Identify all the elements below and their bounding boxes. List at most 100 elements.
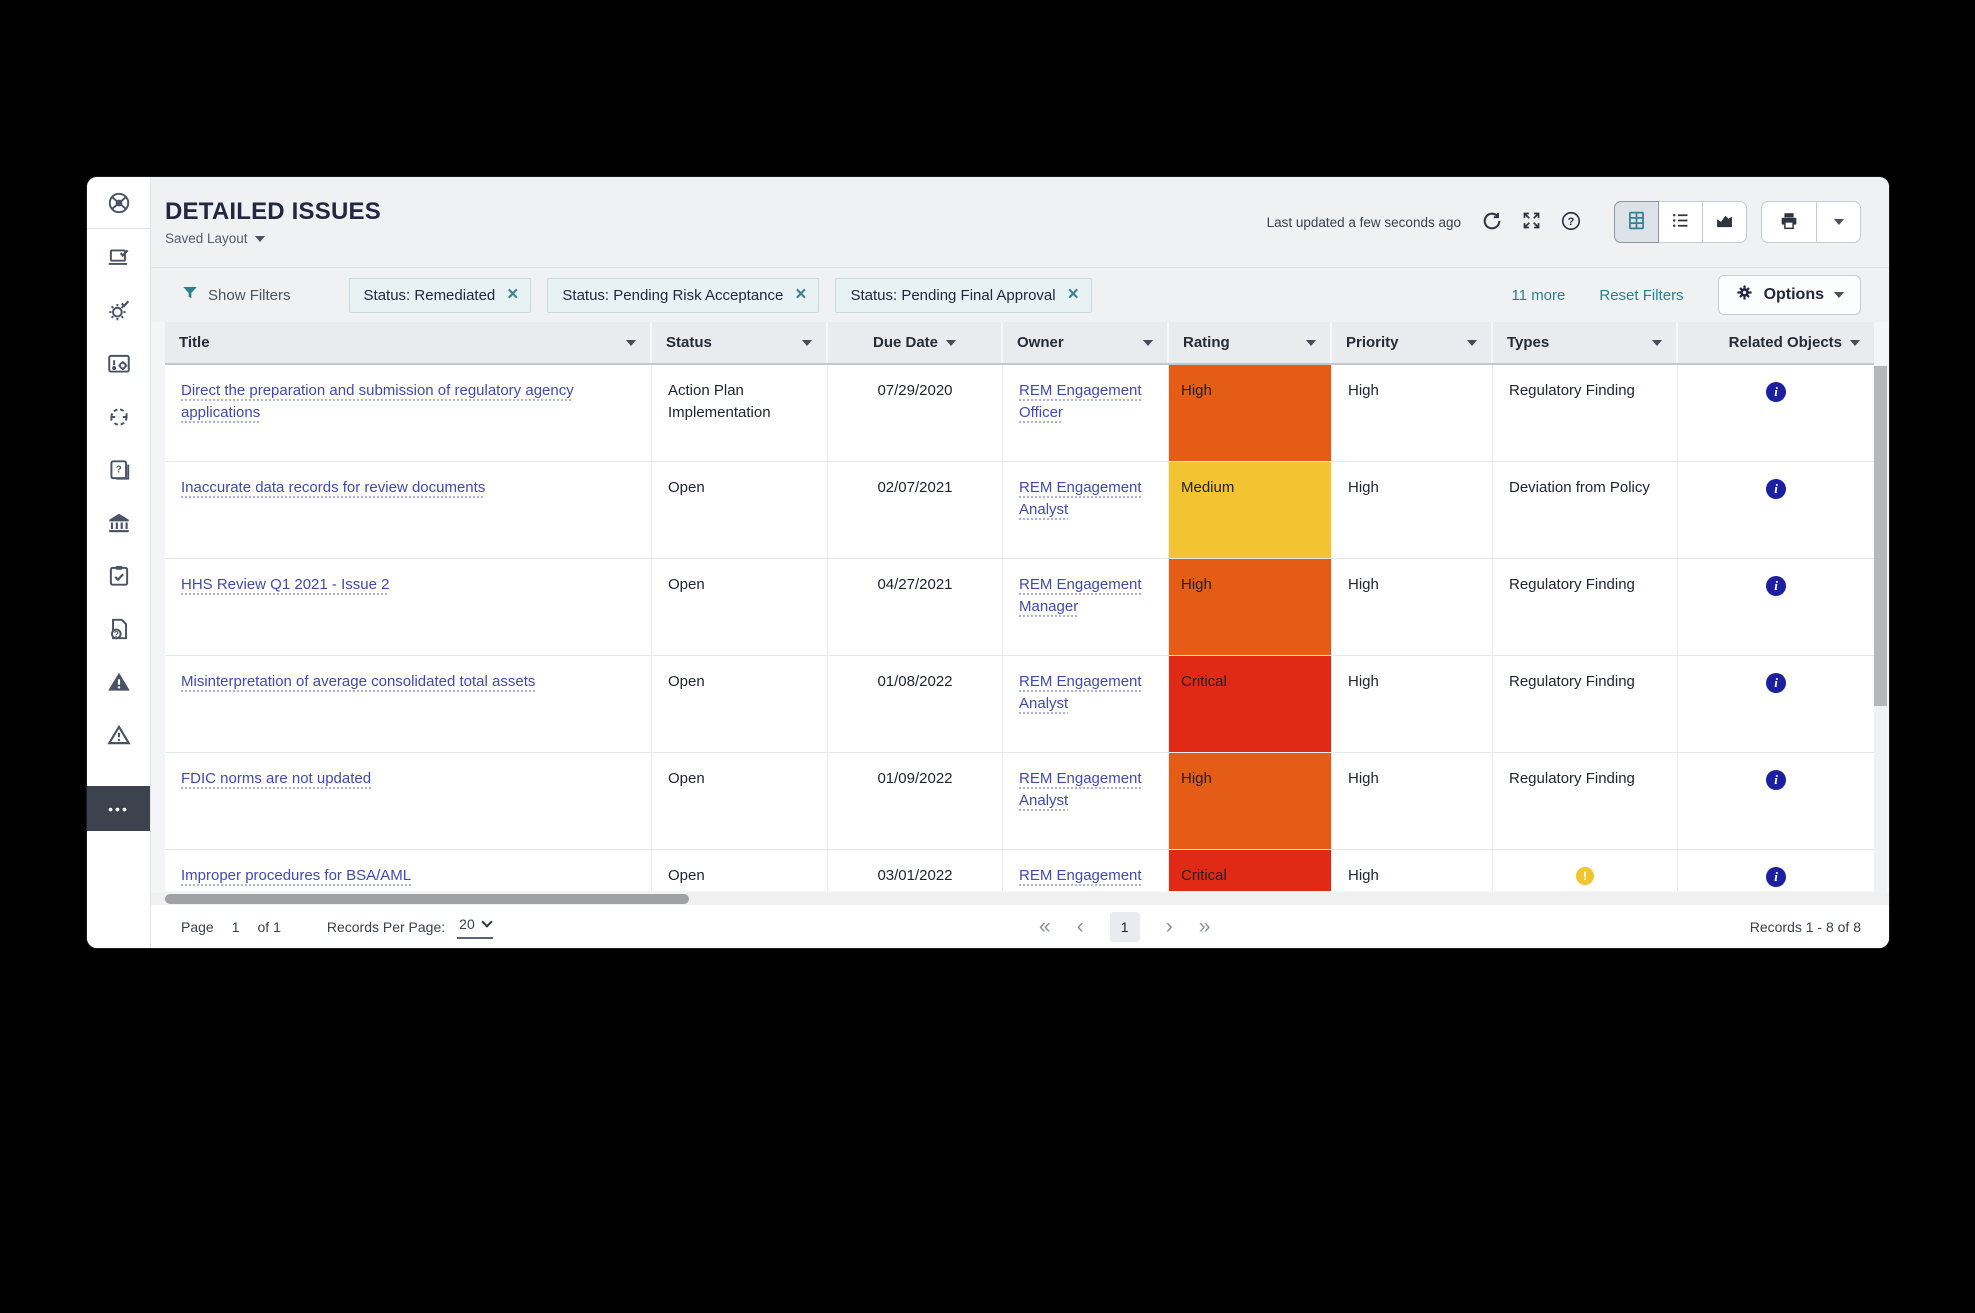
column-header-status[interactable]: Status <box>652 322 828 363</box>
types-cell: Regulatory Finding <box>1493 656 1678 752</box>
sidebar-item-more[interactable]: ••• <box>87 786 150 831</box>
status-cell: Open <box>652 850 828 891</box>
status-cell: Open <box>652 753 828 849</box>
sidebar-item-reports[interactable] <box>87 231 150 284</box>
help-button[interactable]: ? <box>1560 210 1582 235</box>
page-of-label: of 1 <box>258 919 281 935</box>
sidebar-item-risk-alerts[interactable] <box>87 655 150 708</box>
print-options-button[interactable] <box>1816 201 1861 243</box>
info-icon[interactable]: i <box>1766 867 1786 887</box>
filter-chip-remediated[interactable]: Status: Remediated × <box>349 278 532 313</box>
owner-link[interactable]: REM Engagement <box>1019 867 1142 884</box>
sidebar-item-institution[interactable] <box>87 496 150 549</box>
info-icon[interactable]: i <box>1766 479 1786 499</box>
saved-layout-label: Saved Layout <box>165 231 248 246</box>
sort-caret-icon[interactable] <box>1652 340 1662 346</box>
sort-caret-icon[interactable] <box>946 340 956 346</box>
previous-page-button[interactable]: ‹ <box>1077 916 1084 937</box>
info-icon[interactable]: i <box>1766 673 1786 693</box>
filter-chip-label: Status: Remediated <box>364 287 496 304</box>
filter-funnel-icon <box>181 284 199 306</box>
page-label: Page <box>181 919 214 935</box>
vertical-scrollbar[interactable] <box>1874 365 1887 893</box>
column-header-due-date[interactable]: Due Date <box>828 322 1003 363</box>
due-date-cell: 04/27/2021 <box>828 559 1003 655</box>
priority-cell: High <box>1332 656 1493 752</box>
fullscreen-button[interactable] <box>1521 210 1542 234</box>
sidebar-item-tasks[interactable] <box>87 549 150 602</box>
vertical-scrollbar-thumb[interactable] <box>1874 366 1887 706</box>
sort-caret-icon[interactable] <box>1143 340 1153 346</box>
document-question-icon: ? <box>106 616 132 642</box>
priority-cell: High <box>1332 559 1493 655</box>
sidebar-item-issues[interactable] <box>87 337 150 390</box>
title-block: DETAILED ISSUES Saved Layout <box>165 198 381 246</box>
owner-link[interactable]: REM Engagement Analyst <box>1019 479 1142 518</box>
gear-check-icon <box>106 298 132 324</box>
chart-view-icon <box>1714 210 1735 234</box>
owner-link[interactable]: REM Engagement Officer <box>1019 382 1142 421</box>
options-button[interactable]: Options <box>1718 275 1861 315</box>
topbar-actions: Last updated a few seconds ago <box>1267 201 1861 243</box>
list-view-button[interactable] <box>1658 201 1703 243</box>
reset-filters-link[interactable]: Reset Filters <box>1599 287 1683 304</box>
owner-link[interactable]: REM Engagement Manager <box>1019 576 1142 615</box>
close-icon[interactable]: × <box>795 288 806 302</box>
sidebar-item-home[interactable] <box>87 177 150 228</box>
column-header-rating[interactable]: Rating <box>1169 322 1332 363</box>
due-date-cell: 02/07/2021 <box>828 462 1003 558</box>
issue-title-link[interactable]: HHS Review Q1 2021 - Issue 2 <box>181 574 389 596</box>
info-icon[interactable]: i <box>1766 382 1786 402</box>
column-header-related-objects[interactable]: Related Objects <box>1678 322 1874 363</box>
show-filters-button[interactable]: Show Filters <box>181 284 291 306</box>
column-header-owner[interactable]: Owner <box>1003 322 1169 363</box>
print-button[interactable] <box>1761 201 1817 243</box>
filter-chip-pending-final-approval[interactable]: Status: Pending Final Approval × <box>835 278 1091 313</box>
sidebar-item-findings[interactable] <box>87 708 150 761</box>
issue-title-link[interactable]: FDIC norms are not updated <box>181 768 371 790</box>
last-page-button[interactable]: » <box>1199 916 1211 937</box>
sort-caret-icon[interactable] <box>626 340 636 346</box>
status-cell: Open <box>652 462 828 558</box>
info-icon[interactable]: i <box>1766 770 1786 790</box>
issue-title-link[interactable]: Direct the preparation and submission of… <box>181 380 629 424</box>
issue-title-link[interactable]: Misinterpretation of average consolidate… <box>181 671 535 693</box>
sort-caret-icon[interactable] <box>802 340 812 346</box>
priority-cell: High <box>1332 753 1493 849</box>
grid-view-button[interactable] <box>1614 201 1659 243</box>
refresh-button[interactable] <box>1481 210 1503 235</box>
rating-cell: Critical <box>1169 850 1331 891</box>
horizontal-scrollbar[interactable] <box>151 893 1889 905</box>
current-page-button[interactable]: 1 <box>1110 912 1140 942</box>
sort-caret-icon[interactable] <box>1306 340 1316 346</box>
warning-dot-icon[interactable]: ! <box>1576 867 1594 885</box>
column-header-types[interactable]: Types <box>1493 322 1678 363</box>
saved-layout-dropdown[interactable]: Saved Layout <box>165 231 265 246</box>
owner-link[interactable]: REM Engagement Analyst <box>1019 673 1142 712</box>
close-icon[interactable]: × <box>1068 288 1079 302</box>
issue-title-link[interactable]: Inaccurate data records for review docum… <box>181 477 485 499</box>
filter-actions: 11 more Reset Filters Options <box>1511 275 1861 315</box>
records-per-page-value: 20 <box>459 916 475 932</box>
more-filters-link[interactable]: 11 more <box>1511 287 1565 304</box>
sort-caret-icon[interactable] <box>1850 340 1860 346</box>
sidebar-item-sync[interactable] <box>87 390 150 443</box>
next-page-button[interactable]: › <box>1166 916 1173 937</box>
sidebar-item-inquiries[interactable]: ? <box>87 602 150 655</box>
list-view-icon <box>1670 210 1691 234</box>
owner-link[interactable]: REM Engagement Analyst <box>1019 770 1142 809</box>
filter-chip-pending-risk-acceptance[interactable]: Status: Pending Risk Acceptance × <box>547 278 819 313</box>
info-icon[interactable]: i <box>1766 576 1786 596</box>
column-header-priority[interactable]: Priority <box>1332 322 1493 363</box>
sidebar-item-controls[interactable] <box>87 284 150 337</box>
issue-title-link[interactable]: Improper procedures for BSA/AML <box>181 865 411 887</box>
first-page-button[interactable]: « <box>1039 916 1051 937</box>
sort-caret-icon[interactable] <box>1467 340 1477 346</box>
chart-view-button[interactable] <box>1702 201 1747 243</box>
records-per-page-select[interactable]: 20 <box>457 914 493 939</box>
column-header-title[interactable]: Title <box>165 322 652 363</box>
page-input[interactable]: 1 <box>232 919 240 935</box>
horizontal-scrollbar-thumb[interactable] <box>165 894 689 904</box>
sidebar-item-questionnaires[interactable]: ? <box>87 443 150 496</box>
close-icon[interactable]: × <box>507 288 518 302</box>
